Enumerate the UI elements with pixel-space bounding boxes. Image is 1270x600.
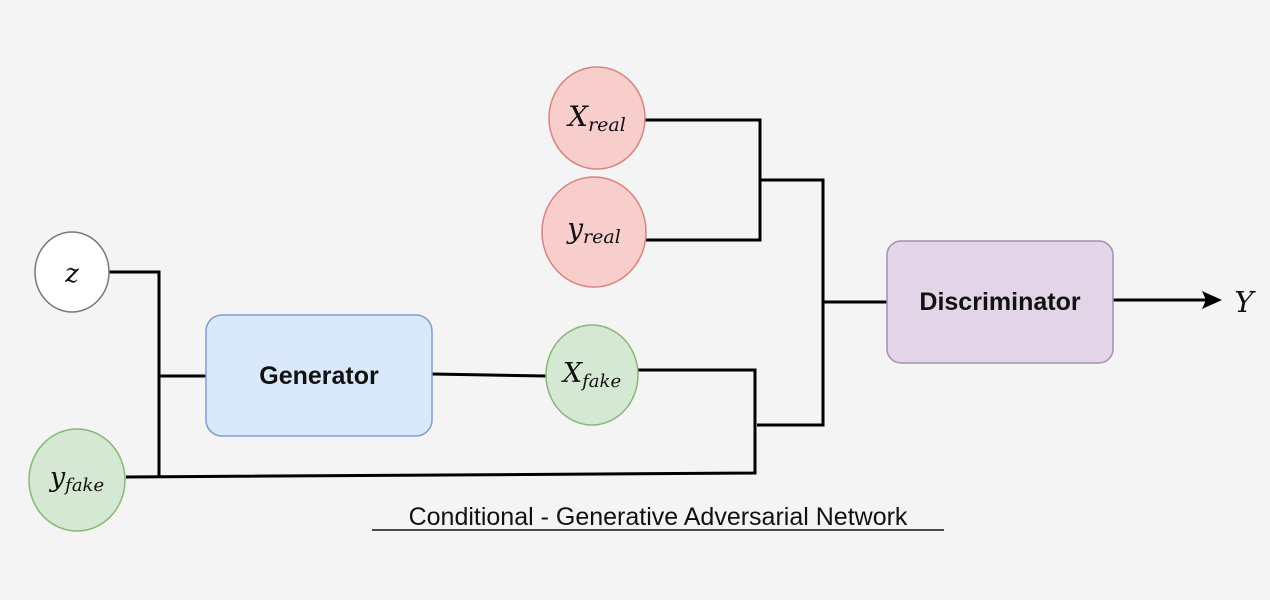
generator-label: Generator: [259, 362, 379, 390]
y-real-label: yreal: [565, 212, 621, 248]
x-real-node: Xreal: [548, 66, 646, 170]
x-fake-node: Xfake: [545, 324, 639, 426]
caption: Conditional - Generative Adversarial Net…: [372, 503, 944, 531]
y-fake-line: [125, 368, 757, 479]
z-circle: [34, 231, 110, 313]
caption-text: Conditional - Generative Adversarial Net…: [409, 503, 908, 531]
output-arrow-head: [1202, 291, 1222, 309]
discriminator-block: Discriminator: [886, 240, 1114, 364]
generator-box: [205, 314, 433, 437]
y-fake-circle: [28, 428, 126, 532]
x-real-to-merge-line: [644, 118, 762, 242]
x-fake-label: Xfake: [561, 358, 621, 392]
x-real-label: Xreal: [566, 100, 626, 136]
y-real-circle: [541, 176, 647, 288]
discriminator-label: Discriminator: [919, 288, 1080, 316]
y-fake-node: yfake: [28, 428, 126, 532]
connection-lines: [108, 118, 1222, 479]
z-label: z: [64, 259, 79, 289]
output-y-label: Y: [1234, 285, 1256, 319]
real-merge-to-discriminator-line: [757, 178, 825, 427]
y-real-node: yreal: [541, 176, 647, 288]
x-real-circle: [548, 66, 646, 170]
z-node: z: [34, 231, 110, 313]
z-to-generator-line: [108, 270, 161, 477]
x-fake-circle: [545, 324, 639, 426]
discriminator-box: [886, 240, 1114, 364]
y-fake-label: yfake: [49, 462, 104, 496]
generator-block: Generator: [205, 314, 433, 437]
generator-to-x-fake-line: [431, 372, 547, 378]
